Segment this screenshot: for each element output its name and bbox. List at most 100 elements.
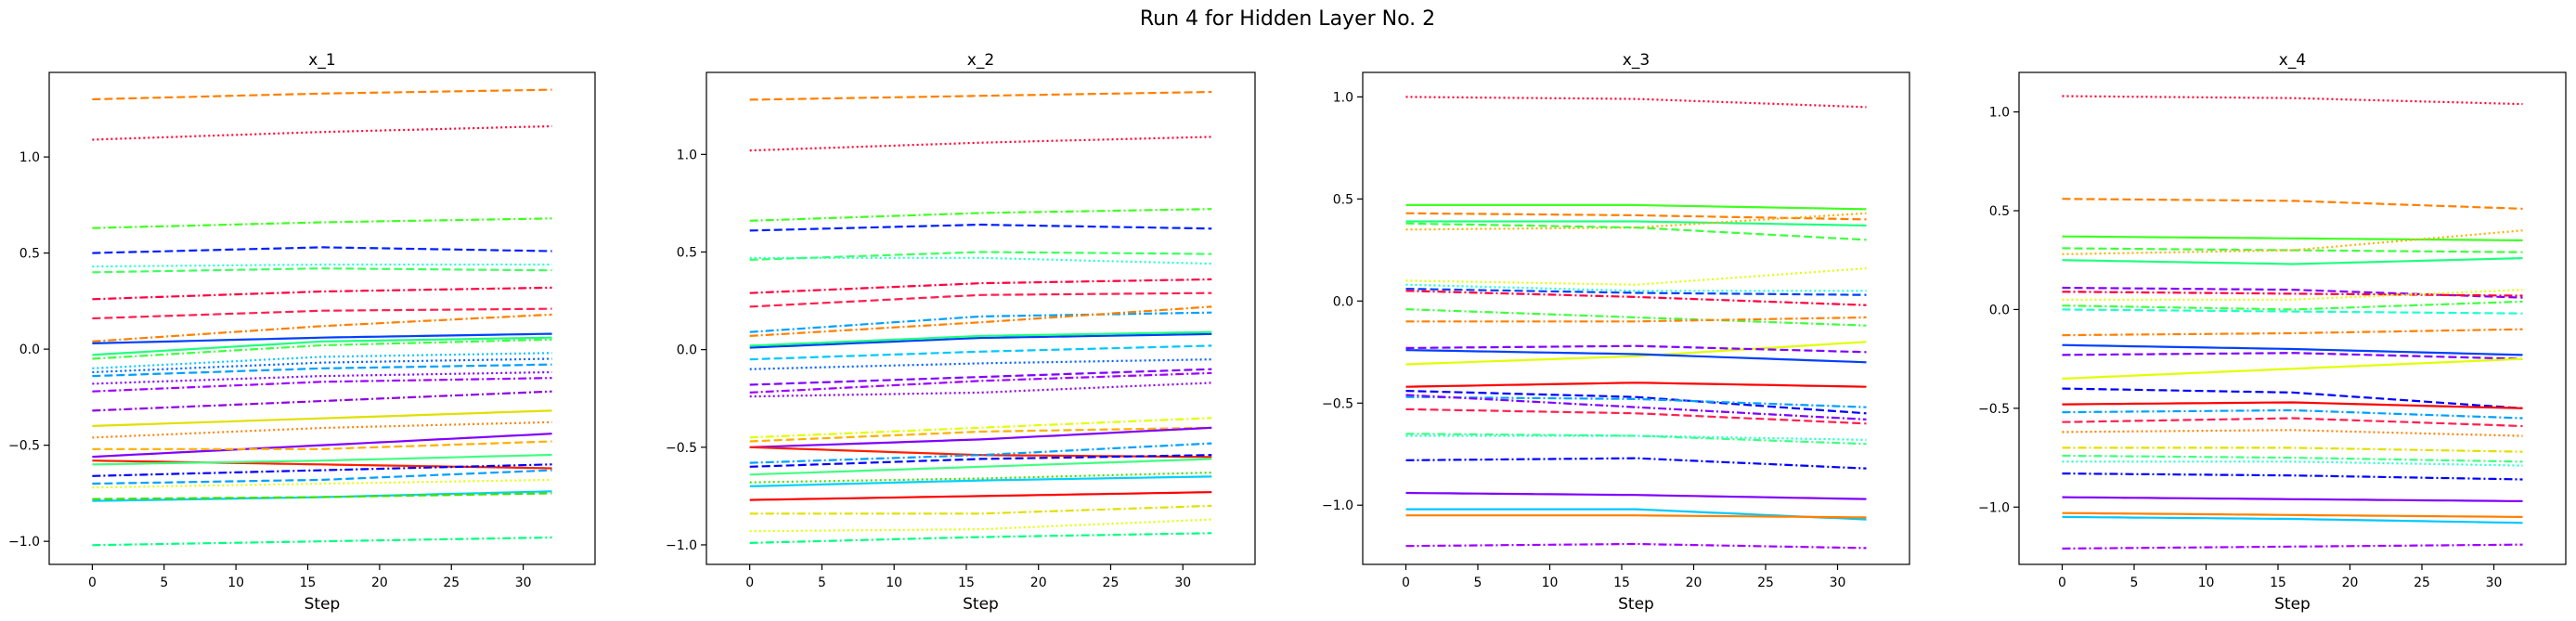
series-line-22	[92, 440, 552, 450]
series-line-17	[2062, 401, 2523, 409]
series-line-18	[92, 390, 552, 412]
series-line-19	[749, 426, 1212, 443]
x-tick-label: 5	[160, 576, 168, 590]
series-line-7	[92, 286, 552, 301]
series-line-17	[1405, 390, 1867, 415]
series-line-22	[749, 442, 1212, 464]
x-tick-label: 25	[1757, 576, 1774, 590]
series-line-23	[2062, 460, 2523, 467]
series-line-2	[2062, 198, 2523, 210]
series-line-18	[1405, 395, 1867, 408]
y-tick-label: −1.0	[1322, 498, 1353, 513]
series-line-1	[1405, 96, 1867, 109]
series-line-27	[1405, 542, 1867, 550]
y-tick-label: −0.5	[666, 441, 697, 456]
series-line-1	[2062, 95, 2523, 106]
series-line-12	[749, 330, 1212, 347]
x-tick-label: 5	[1474, 576, 1482, 590]
series-line-21	[2062, 446, 2523, 453]
series-line-24	[1405, 491, 1867, 500]
series-line-16	[749, 371, 1212, 394]
series-line-3	[92, 217, 552, 229]
series-line-24	[92, 453, 552, 466]
series-group	[92, 88, 552, 547]
x-tick-label: 10	[886, 576, 902, 590]
figure-title: Run 4 for Hidden Layer No. 2	[1140, 7, 1435, 31]
series-line-10	[92, 332, 552, 344]
series-line-10	[1405, 290, 1867, 306]
series-line-20	[2062, 429, 2523, 437]
x-tick-label: 5	[818, 576, 826, 590]
series-line-7	[1405, 267, 1867, 286]
series-line-16	[1405, 382, 1867, 388]
x-tick-label: 30	[1830, 576, 1846, 590]
series-line-12	[92, 338, 552, 360]
series-line-1	[749, 90, 1212, 101]
series-line-15	[749, 368, 1212, 386]
x-tick-label: 30	[2486, 576, 2503, 590]
series-line-24	[749, 458, 1212, 476]
series-line-30	[92, 536, 552, 547]
y-tick-label: 0.5	[1989, 204, 2010, 219]
series-line-3	[749, 208, 1212, 222]
series-line-18	[749, 417, 1212, 439]
x-tick-label: 30	[515, 576, 532, 590]
series-line-6	[1405, 222, 1867, 241]
x-tick-label: 0	[745, 576, 754, 590]
series-line-14	[749, 358, 1212, 370]
series-line-22	[1405, 434, 1867, 441]
x-tick-label: 0	[88, 576, 97, 590]
x-tick-label: 10	[1542, 576, 1559, 590]
series-line-20	[749, 426, 1212, 448]
series-line-8	[749, 291, 1212, 308]
subplot-4: 0 5 10 15 20 25 30 −1.0 −0.5 0.0 0.5 1.0 x_4 Step	[1978, 51, 2567, 614]
y-tick-label: −1.0	[666, 538, 697, 553]
series-line-16	[2062, 387, 2523, 409]
series-line-3	[1405, 212, 1867, 221]
series-line-26	[1405, 514, 1867, 519]
y-tick-label: −0.5	[1322, 396, 1353, 411]
series-line-28	[2062, 543, 2523, 550]
series-line-13	[2062, 343, 2523, 356]
y-tick-label: 1.0	[677, 148, 697, 162]
y-tick-label: 0.0	[1333, 294, 1353, 309]
series-line-29	[749, 518, 1212, 533]
x-axis-label: Step	[2274, 595, 2311, 614]
series-group	[1405, 96, 1867, 550]
subplot-title: x_1	[308, 51, 335, 70]
series-line-27	[749, 491, 1212, 501]
y-tick-label: −1.0	[8, 535, 40, 550]
series-line-15	[92, 363, 552, 378]
y-tick-label: 1.0	[19, 150, 40, 165]
axes-frame	[1362, 71, 1910, 565]
series-line-22	[2062, 454, 2523, 463]
series-line-9	[92, 313, 552, 343]
series-line-6	[92, 267, 552, 274]
x-tick-label: 10	[2198, 576, 2215, 590]
subplot-title: x_3	[1623, 51, 1650, 70]
series-line-12	[2062, 328, 2523, 337]
series-line-25	[1405, 508, 1867, 521]
y-tick-label: −0.5	[1978, 402, 2010, 417]
y-tick-label: −0.5	[8, 439, 40, 454]
axes-frame	[48, 71, 596, 565]
x-tick-label: 20	[1686, 576, 1702, 590]
series-line-25	[92, 463, 552, 477]
series-line-7	[2062, 286, 2523, 299]
series-line-8	[2062, 291, 2523, 297]
x-tick-label: 30	[1174, 576, 1191, 590]
series-line-4	[1405, 220, 1867, 226]
series-line-13	[1405, 341, 1867, 366]
series-line-4	[2062, 247, 2523, 253]
series-line-21	[1405, 433, 1867, 446]
series-line-1	[92, 88, 552, 101]
series-line-10	[2062, 300, 2523, 311]
subplot-3: 0 5 10 15 20 25 30 −1.0 −0.5 0.0 0.5 1.0 x_3 Step	[1322, 51, 1910, 614]
x-tick-label: 25	[2414, 576, 2430, 590]
series-line-14	[1405, 344, 1867, 354]
series-line-3	[2062, 235, 2523, 241]
series-line-25	[2062, 496, 2523, 502]
series-line-11	[92, 336, 552, 356]
series-line-27	[92, 478, 552, 489]
